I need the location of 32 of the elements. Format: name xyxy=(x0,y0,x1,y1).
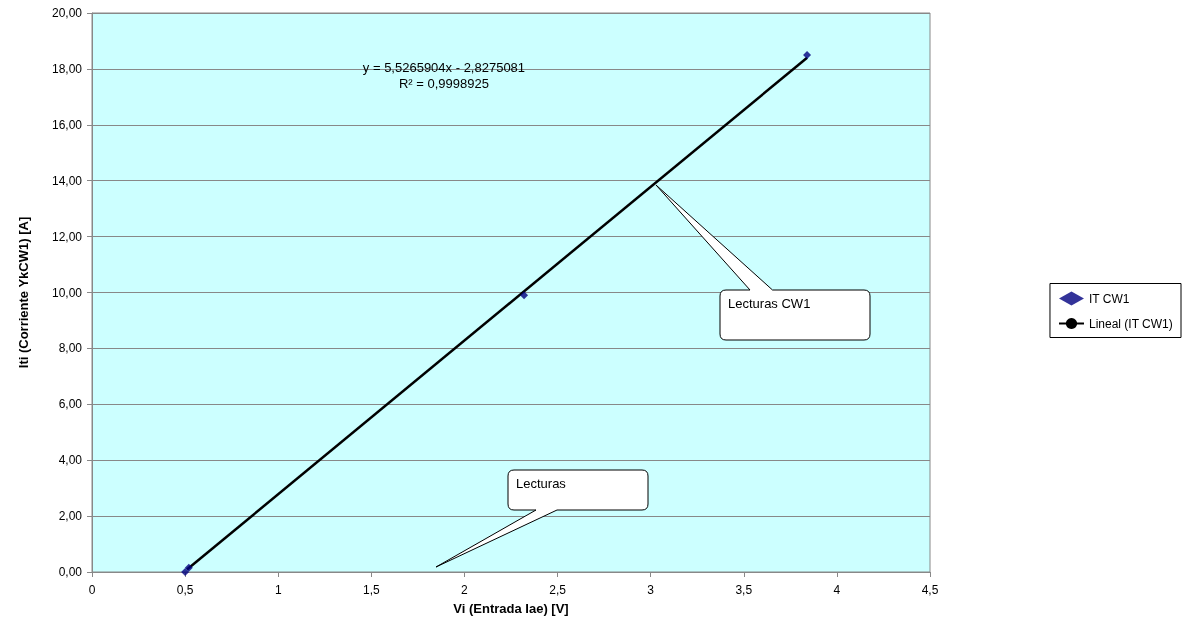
annotation: y = 5,5265904x - 2,8275081 R² = 0,9998925 xyxy=(362,60,526,91)
y-tick-label: 16,00 xyxy=(51,117,83,132)
point xyxy=(803,50,812,59)
legend-label: IT CW1 xyxy=(1088,291,1130,306)
point xyxy=(184,563,193,572)
x-tick-label: 1 xyxy=(274,583,282,597)
y-tick-label: 18,00 xyxy=(51,61,83,76)
y-tick-label: 6,00 xyxy=(58,397,83,412)
y-tick-label: 14,00 xyxy=(51,173,83,188)
y-tick-label: 12,00 xyxy=(51,229,83,244)
x-tick-label: 3 xyxy=(647,583,655,597)
x-tick-label: 0,5 xyxy=(176,583,194,597)
y-tick-label: 2,00 xyxy=(58,509,83,524)
y-tick-label: 10,00 xyxy=(51,285,83,300)
point xyxy=(520,291,529,300)
annotation: Lecturas xyxy=(516,476,567,491)
x-axis-title: Vi (Entrada Iae) [V] xyxy=(453,601,569,616)
y-tick-label: 8,00 xyxy=(58,341,83,356)
x-tick-label: 2,5 xyxy=(549,583,567,597)
y-tick-label: 4,00 xyxy=(58,453,83,468)
y-tick-label: 0,00 xyxy=(58,565,83,579)
x-tick-label: 4 xyxy=(833,583,841,597)
x-tick-label: 2 xyxy=(461,583,469,597)
x-tick-label: 3,5 xyxy=(735,583,753,597)
y-axis-title: Iti (Corriente YkCW1) [A] xyxy=(16,216,31,369)
x-tick-label: 0 xyxy=(88,583,96,597)
y-tick-label: 20,00 xyxy=(51,6,83,20)
annotation: Lecturas CW1 xyxy=(728,296,811,311)
legend-label: Lineal (IT CW1) xyxy=(1088,316,1173,331)
x-tick-label: 1,5 xyxy=(362,583,380,597)
point xyxy=(181,568,190,576)
x-tick-label: 4,5 xyxy=(921,583,939,597)
